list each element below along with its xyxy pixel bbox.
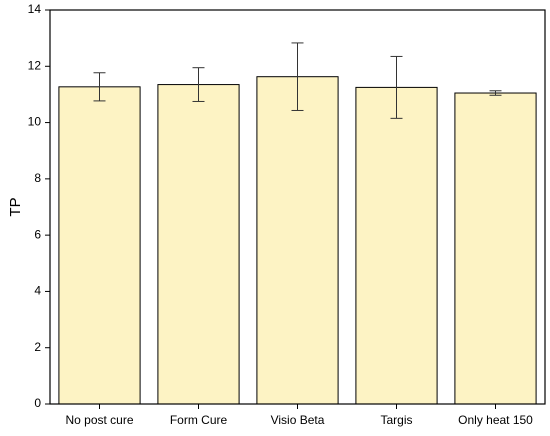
- error-bar: [489, 90, 502, 96]
- y-tick-label: 2: [34, 340, 41, 354]
- bar: [157, 84, 240, 405]
- error-bar: [390, 55, 403, 119]
- plot-frame: [49, 9, 546, 405]
- x-tick-label: Targis: [380, 413, 412, 427]
- bar: [58, 86, 141, 405]
- y-tick-label: 8: [34, 171, 41, 185]
- y-axis-label: TP: [7, 197, 24, 216]
- x-tick-label: Only heat 150: [458, 413, 533, 427]
- x-tick-label: No post cure: [65, 413, 133, 427]
- y-tick-label: 4: [34, 284, 41, 298]
- x-tick-label: Form Cure: [170, 413, 228, 427]
- error-bar: [192, 67, 205, 102]
- x-tick-label: Visio Beta: [271, 413, 325, 427]
- error-bar: [291, 42, 304, 111]
- bar: [256, 76, 339, 405]
- bar: [454, 92, 537, 405]
- y-tick-label: 12: [28, 58, 42, 72]
- y-tick-label: 10: [28, 115, 42, 129]
- y-tick-label: 6: [34, 227, 41, 241]
- y-tick-label: 14: [28, 2, 42, 16]
- error-bar: [93, 72, 106, 102]
- y-tick-label: 0: [34, 396, 41, 410]
- bar: [355, 86, 438, 405]
